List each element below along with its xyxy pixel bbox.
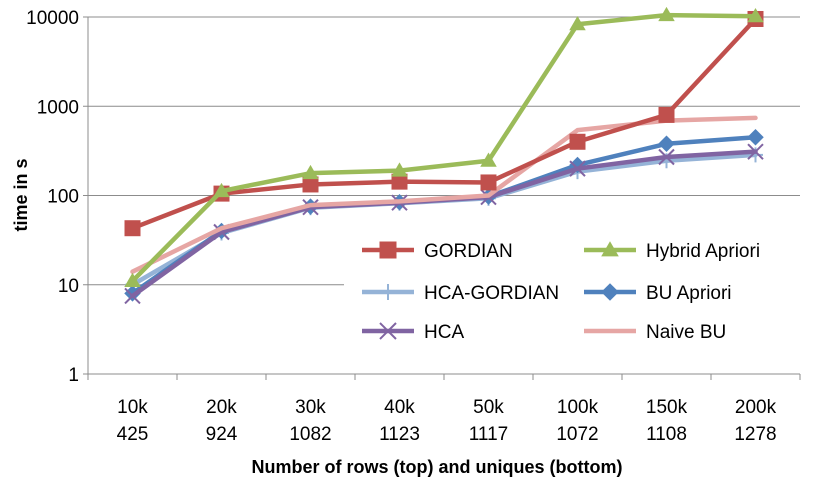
marker-x [569,160,586,177]
series-line [130,16,758,231]
marker-triangle [569,15,586,31]
marker-diamond [601,283,619,301]
x-tick-label-rows: 50k [473,397,504,418]
marker-triangle [480,152,497,167]
marker-square [302,176,319,193]
marker-square [480,174,497,191]
legend-label: HCA [424,322,464,343]
x-tick-label-uniques: 1108 [646,424,687,445]
legend-label: Hybrid Apriori [646,241,760,262]
marker-triangle [391,162,408,177]
marker-x [658,148,675,166]
marker-triangle [658,6,675,22]
legend-item: BU Apriori [584,283,732,304]
x-tick-label-rows: 40k [384,397,415,418]
marker-diamond [658,135,675,153]
legend-label: BU Apriori [646,283,732,304]
legend-label: GORDIAN [424,241,513,262]
axes [83,16,801,380]
legend-item: GORDIAN [362,241,513,262]
y-tick-label: 10000 [26,8,79,29]
legend-background [344,226,804,366]
legend-item: Naive BU [584,322,726,343]
marker-triangle [747,7,764,23]
y-tick-label: 1 [68,365,79,386]
marker-x [124,287,141,305]
legend-item: HCA-GORDIAN [362,283,559,304]
marker-triangle [601,241,619,257]
marker-square [124,220,141,237]
x-tick-label-uniques: 1082 [289,424,331,445]
y-tick-labels: 1 10 100 1000 10000 [26,8,79,386]
y-tick-label: 10 [58,276,79,297]
marker-square [658,106,675,123]
x-tick-label-uniques: 1123 [379,424,420,445]
legend-label: Naive BU [646,322,726,343]
series-naive-bu [130,115,758,274]
series-hybrid-apriori [124,6,764,288]
marker-square [379,241,397,259]
series-lines [124,6,764,305]
marker-square [569,133,586,150]
x-tick-label-uniques: 1278 [734,424,776,445]
x-tick-label-uniques: 425 [117,424,149,445]
x-tick-labels: 10k 425 20k 924 30k 1082 40k 1123 50k 1117 100k 107… [117,397,777,445]
marker-triangle [213,182,230,198]
legend-item: HCA [362,322,464,343]
x-tick-label-uniques: 924 [206,424,238,445]
x-tick-label-rows: 30k [295,397,326,418]
y-tick-label: 1000 [37,97,79,118]
x-tick-label-rows: 100k [557,397,599,418]
marker-triangle [302,164,319,180]
series-line [130,12,758,284]
y-tick-label: 100 [47,187,79,208]
series-line [130,115,758,274]
marker-x [379,322,397,340]
legend-item: Hybrid Apriori [584,241,760,262]
legend-label: HCA-GORDIAN [424,283,559,304]
x-axis-title: Number of rows (top) and uniques (bottom… [252,457,623,477]
legend: GORDIAN Hybrid Apriori HCA-GORDIAN BU Aprio… [344,226,804,366]
x-tick-label-rows: 10k [117,397,148,418]
marker-x [747,143,764,160]
x-tick-label-uniques: 1117 [469,424,508,445]
marker-diamond [747,128,764,146]
x-tick-label-uniques: 1072 [556,424,598,445]
x-tick-label-rows: 150k [646,397,688,418]
x-tick-label-rows: 20k [206,397,237,418]
x-tick-label-rows: 200k [735,397,777,418]
marker-triangle [124,272,141,288]
y-axis-title: time in s [11,158,31,231]
